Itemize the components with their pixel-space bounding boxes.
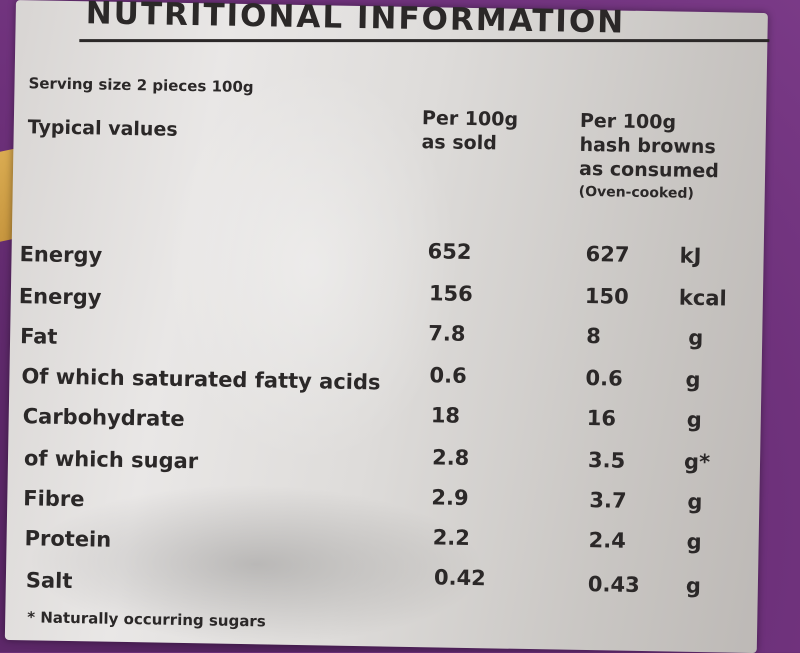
- row-name: Of which saturated fatty acids: [21, 364, 381, 395]
- row-name: Fat: [19, 324, 58, 349]
- row-sold: 652: [427, 239, 472, 264]
- row-unit: g: [685, 573, 702, 599]
- row-consumed: 16: [586, 406, 617, 431]
- typical-values-heading: Typical values: [27, 116, 178, 141]
- col-consumed-note: (Oven-cooked): [578, 183, 694, 202]
- row-unit: g: [685, 367, 701, 393]
- row-name: Energy: [19, 242, 103, 268]
- col-consumed-line2: hash browns: [579, 133, 716, 159]
- row-consumed: 3.5: [587, 448, 626, 473]
- row-consumed: 627: [585, 241, 630, 267]
- row-name: Fibre: [23, 486, 85, 512]
- col-consumed-line1: Per 100g: [579, 109, 677, 134]
- row-name: Protein: [24, 526, 112, 552]
- row-unit: g: [687, 325, 704, 351]
- row-sold: 2.2: [432, 525, 471, 551]
- row-consumed: 3.7: [589, 488, 627, 513]
- row-sold: 2.8: [431, 445, 470, 470]
- footnote: * Naturally occurring sugars: [27, 608, 266, 631]
- row-sold: 2.9: [431, 485, 469, 510]
- col-as-sold-line1: Per 100g: [421, 107, 519, 131]
- col-consumed-line3: as consumed: [578, 157, 720, 183]
- row-sold: 7.8: [428, 321, 466, 346]
- row-sold: 0.6: [429, 363, 467, 388]
- row-unit: kJ: [679, 243, 702, 268]
- row-name: Energy: [18, 284, 102, 310]
- row-consumed: 0.6: [585, 365, 623, 391]
- title-underline: [79, 39, 770, 43]
- row-unit: g: [686, 529, 702, 555]
- nutrition-label: NUTRITIONAL INFORMATION Serving size 2 p…: [4, 0, 770, 653]
- row-name: Carbohydrate: [22, 404, 185, 432]
- row-consumed: 150: [584, 283, 629, 309]
- serving-size: Serving size 2 pieces 100g: [28, 74, 254, 97]
- row-consumed: 0.43: [587, 572, 640, 597]
- row-name: Salt: [25, 568, 73, 594]
- row-unit: g: [687, 489, 703, 515]
- row-unit: g*: [683, 449, 711, 475]
- row-sold: 156: [428, 281, 473, 307]
- row-consumed: 2.4: [588, 528, 627, 553]
- row-name: of which sugar: [23, 446, 199, 474]
- label-title: NUTRITIONAL INFORMATION: [85, 0, 626, 41]
- row-sold: 0.42: [433, 565, 487, 591]
- col-as-sold-line2: as sold: [421, 131, 497, 155]
- row-sold: 18: [430, 403, 461, 428]
- row-unit: kcal: [678, 285, 727, 311]
- row-unit: g: [686, 407, 703, 433]
- row-consumed: 8: [586, 324, 602, 349]
